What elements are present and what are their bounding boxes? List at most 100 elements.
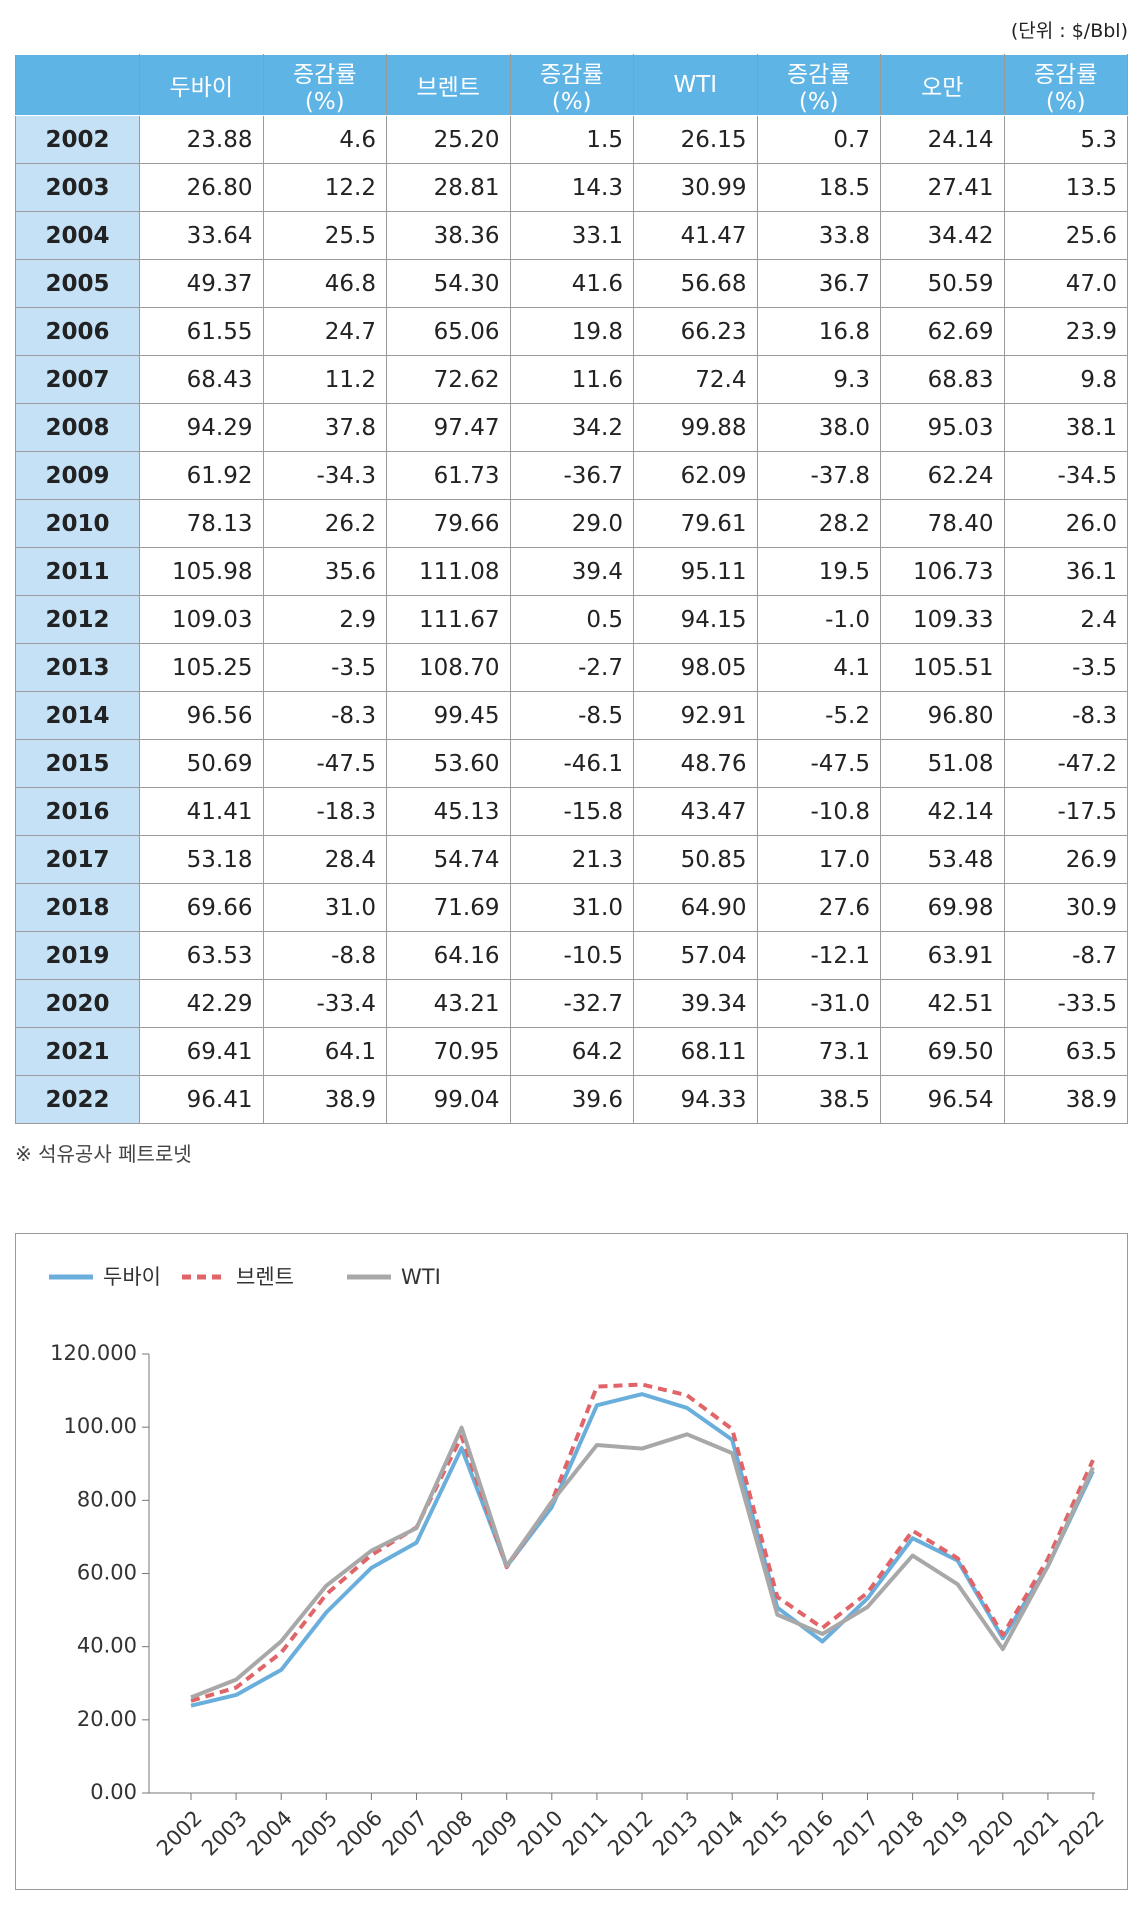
year-cell: 2017 bbox=[15, 835, 140, 884]
cell: 33.8 bbox=[756, 211, 881, 260]
row: 2005 49.37 46.8 54.30 41.6 56.68 36.7 50.59 47.0 bbox=[15, 259, 1128, 308]
cell: 64.90 bbox=[633, 883, 758, 932]
cell: 39.6 bbox=[509, 1075, 634, 1124]
x-tick-label: 2014 bbox=[693, 1806, 748, 1861]
header-cell: 증감률(%) bbox=[509, 54, 634, 116]
cell: -3.5 bbox=[262, 643, 387, 692]
legend-label: 브렌트 bbox=[236, 1265, 294, 1289]
year-cell: 2013 bbox=[15, 643, 140, 692]
cell: 30.99 bbox=[633, 163, 758, 212]
cell: 4.6 bbox=[262, 115, 387, 164]
row: 2014 96.56 -8.3 99.45 -8.5 92.91 -5.2 96.80 -8.3 bbox=[15, 691, 1128, 740]
cell: 33.64 bbox=[139, 211, 264, 260]
cell: 47.0 bbox=[1003, 259, 1128, 308]
cell: 41.47 bbox=[633, 211, 758, 260]
cell: 64.16 bbox=[386, 931, 511, 980]
cell: 34.2 bbox=[509, 403, 634, 452]
cell: -1.0 bbox=[756, 595, 881, 644]
y-tick-label: 0.00 bbox=[90, 1780, 137, 1804]
y-tick-label: 20.00 bbox=[77, 1707, 137, 1731]
header-cell: 증감률(%) bbox=[756, 54, 881, 116]
row: 2009 61.92 -34.3 61.73 -36.7 62.09 -37.8 62.24-… bbox=[15, 451, 1128, 500]
cell: 50.59 bbox=[880, 259, 1005, 308]
cell: 94.15 bbox=[633, 595, 758, 644]
year-cell: 2009 bbox=[15, 451, 140, 500]
y-tick-label: 80.00 bbox=[77, 1487, 137, 1511]
cell: 53.18 bbox=[139, 835, 264, 884]
cell: -47.5 bbox=[262, 739, 387, 788]
cell: 54.30 bbox=[386, 259, 511, 308]
x-tick-label: 2018 bbox=[874, 1806, 929, 1861]
cell: 92.91 bbox=[633, 691, 758, 740]
y-tick-label: 120.000 bbox=[50, 1341, 137, 1365]
year-cell: 2003 bbox=[15, 163, 140, 212]
cell: 38.0 bbox=[756, 403, 881, 452]
x-tick-label: 2015 bbox=[738, 1806, 793, 1861]
x-tick-label: 2019 bbox=[919, 1806, 974, 1861]
cell: -10.8 bbox=[756, 787, 881, 836]
x-tick-label: 2016 bbox=[783, 1806, 838, 1861]
cell: 63.5 bbox=[1003, 1027, 1128, 1076]
cell: 42.29 bbox=[139, 979, 264, 1028]
cell: 69.41 bbox=[139, 1027, 264, 1076]
row: 2006 61.55 24.7 65.06 19.8 66.23 16.8 62.69 23.9 bbox=[15, 307, 1128, 356]
cell: 23.9 bbox=[1003, 307, 1128, 356]
cell: 12.2 bbox=[262, 163, 387, 212]
cell: 23.88 bbox=[139, 115, 264, 164]
header-cell: 브렌트 bbox=[386, 54, 511, 116]
cell: 61.92 bbox=[139, 451, 264, 500]
cell: 56.68 bbox=[633, 259, 758, 308]
y-tick-label: 60.00 bbox=[77, 1561, 137, 1585]
cell: 5.3 bbox=[1003, 115, 1128, 164]
cell: 71.69 bbox=[386, 883, 511, 932]
x-tick-label: 2021 bbox=[1009, 1806, 1064, 1861]
row: 2022 96.41 38.9 99.04 39.6 94.33 38.5 96.54 38.9 bbox=[15, 1075, 1128, 1124]
cell: 99.04 bbox=[386, 1075, 511, 1124]
cell: 26.0 bbox=[1003, 499, 1128, 548]
cell: 68.11 bbox=[633, 1027, 758, 1076]
cell: -15.8 bbox=[509, 787, 634, 836]
cell: -31.0 bbox=[756, 979, 881, 1028]
cell: -8.3 bbox=[1003, 691, 1128, 740]
cell: 96.41 bbox=[139, 1075, 264, 1124]
cell: 69.98 bbox=[880, 883, 1005, 932]
cell: 43.47 bbox=[633, 787, 758, 836]
cell: 53.48 bbox=[880, 835, 1005, 884]
cell: 105.98 bbox=[139, 547, 264, 596]
cell: -33.4 bbox=[262, 979, 387, 1028]
x-tick-label: 2010 bbox=[513, 1806, 568, 1861]
corner-cell bbox=[15, 54, 140, 116]
cell: -18.3 bbox=[262, 787, 387, 836]
cell: 28.4 bbox=[262, 835, 387, 884]
cell: 109.33 bbox=[880, 595, 1005, 644]
cell: 13.5 bbox=[1003, 163, 1128, 212]
cell: -10.5 bbox=[509, 931, 634, 980]
cell: 9.8 bbox=[1003, 355, 1128, 404]
cell: 95.03 bbox=[880, 403, 1005, 452]
cell: 27.41 bbox=[880, 163, 1005, 212]
cell: 35.6 bbox=[262, 547, 387, 596]
cell: 0.5 bbox=[509, 595, 634, 644]
header-cell: 증감률(%) bbox=[262, 54, 387, 116]
year-cell: 2019 bbox=[15, 931, 140, 980]
cell: 42.14 bbox=[880, 787, 1005, 836]
cell: 64.1 bbox=[262, 1027, 387, 1076]
cell: -8.3 bbox=[262, 691, 387, 740]
cell: -47.5 bbox=[756, 739, 881, 788]
row: 2007 68.43 11.2 72.62 11.6 72.4 9.3 68.83 9.8 bbox=[15, 355, 1128, 404]
year-cell: 2018 bbox=[15, 883, 140, 932]
row: 2011 105.98 35.6 111.08 39.4 95.11 19.5 106.73 3… bbox=[15, 547, 1128, 596]
x-tick-label: 2011 bbox=[558, 1806, 613, 1861]
year-cell: 2005 bbox=[15, 259, 140, 308]
cell: 37.8 bbox=[262, 403, 387, 452]
cell: 68.83 bbox=[880, 355, 1005, 404]
cell: 31.0 bbox=[509, 883, 634, 932]
row: 2003 26.80 12.2 28.81 14.3 30.99 18.5 27.41 13.5 bbox=[15, 163, 1128, 212]
row: 2018 69.66 31.0 71.69 31.0 64.90 27.6 69.98 30.9 bbox=[15, 883, 1128, 932]
chart: 0.00 20.00 40.00 60.00 80.00 100.00 120.000 200… bbox=[15, 1233, 1128, 1890]
cell: 38.36 bbox=[386, 211, 511, 260]
cell: -36.7 bbox=[509, 451, 634, 500]
cell: 72.4 bbox=[633, 355, 758, 404]
cell: 26.80 bbox=[139, 163, 264, 212]
cell: 30.9 bbox=[1003, 883, 1128, 932]
